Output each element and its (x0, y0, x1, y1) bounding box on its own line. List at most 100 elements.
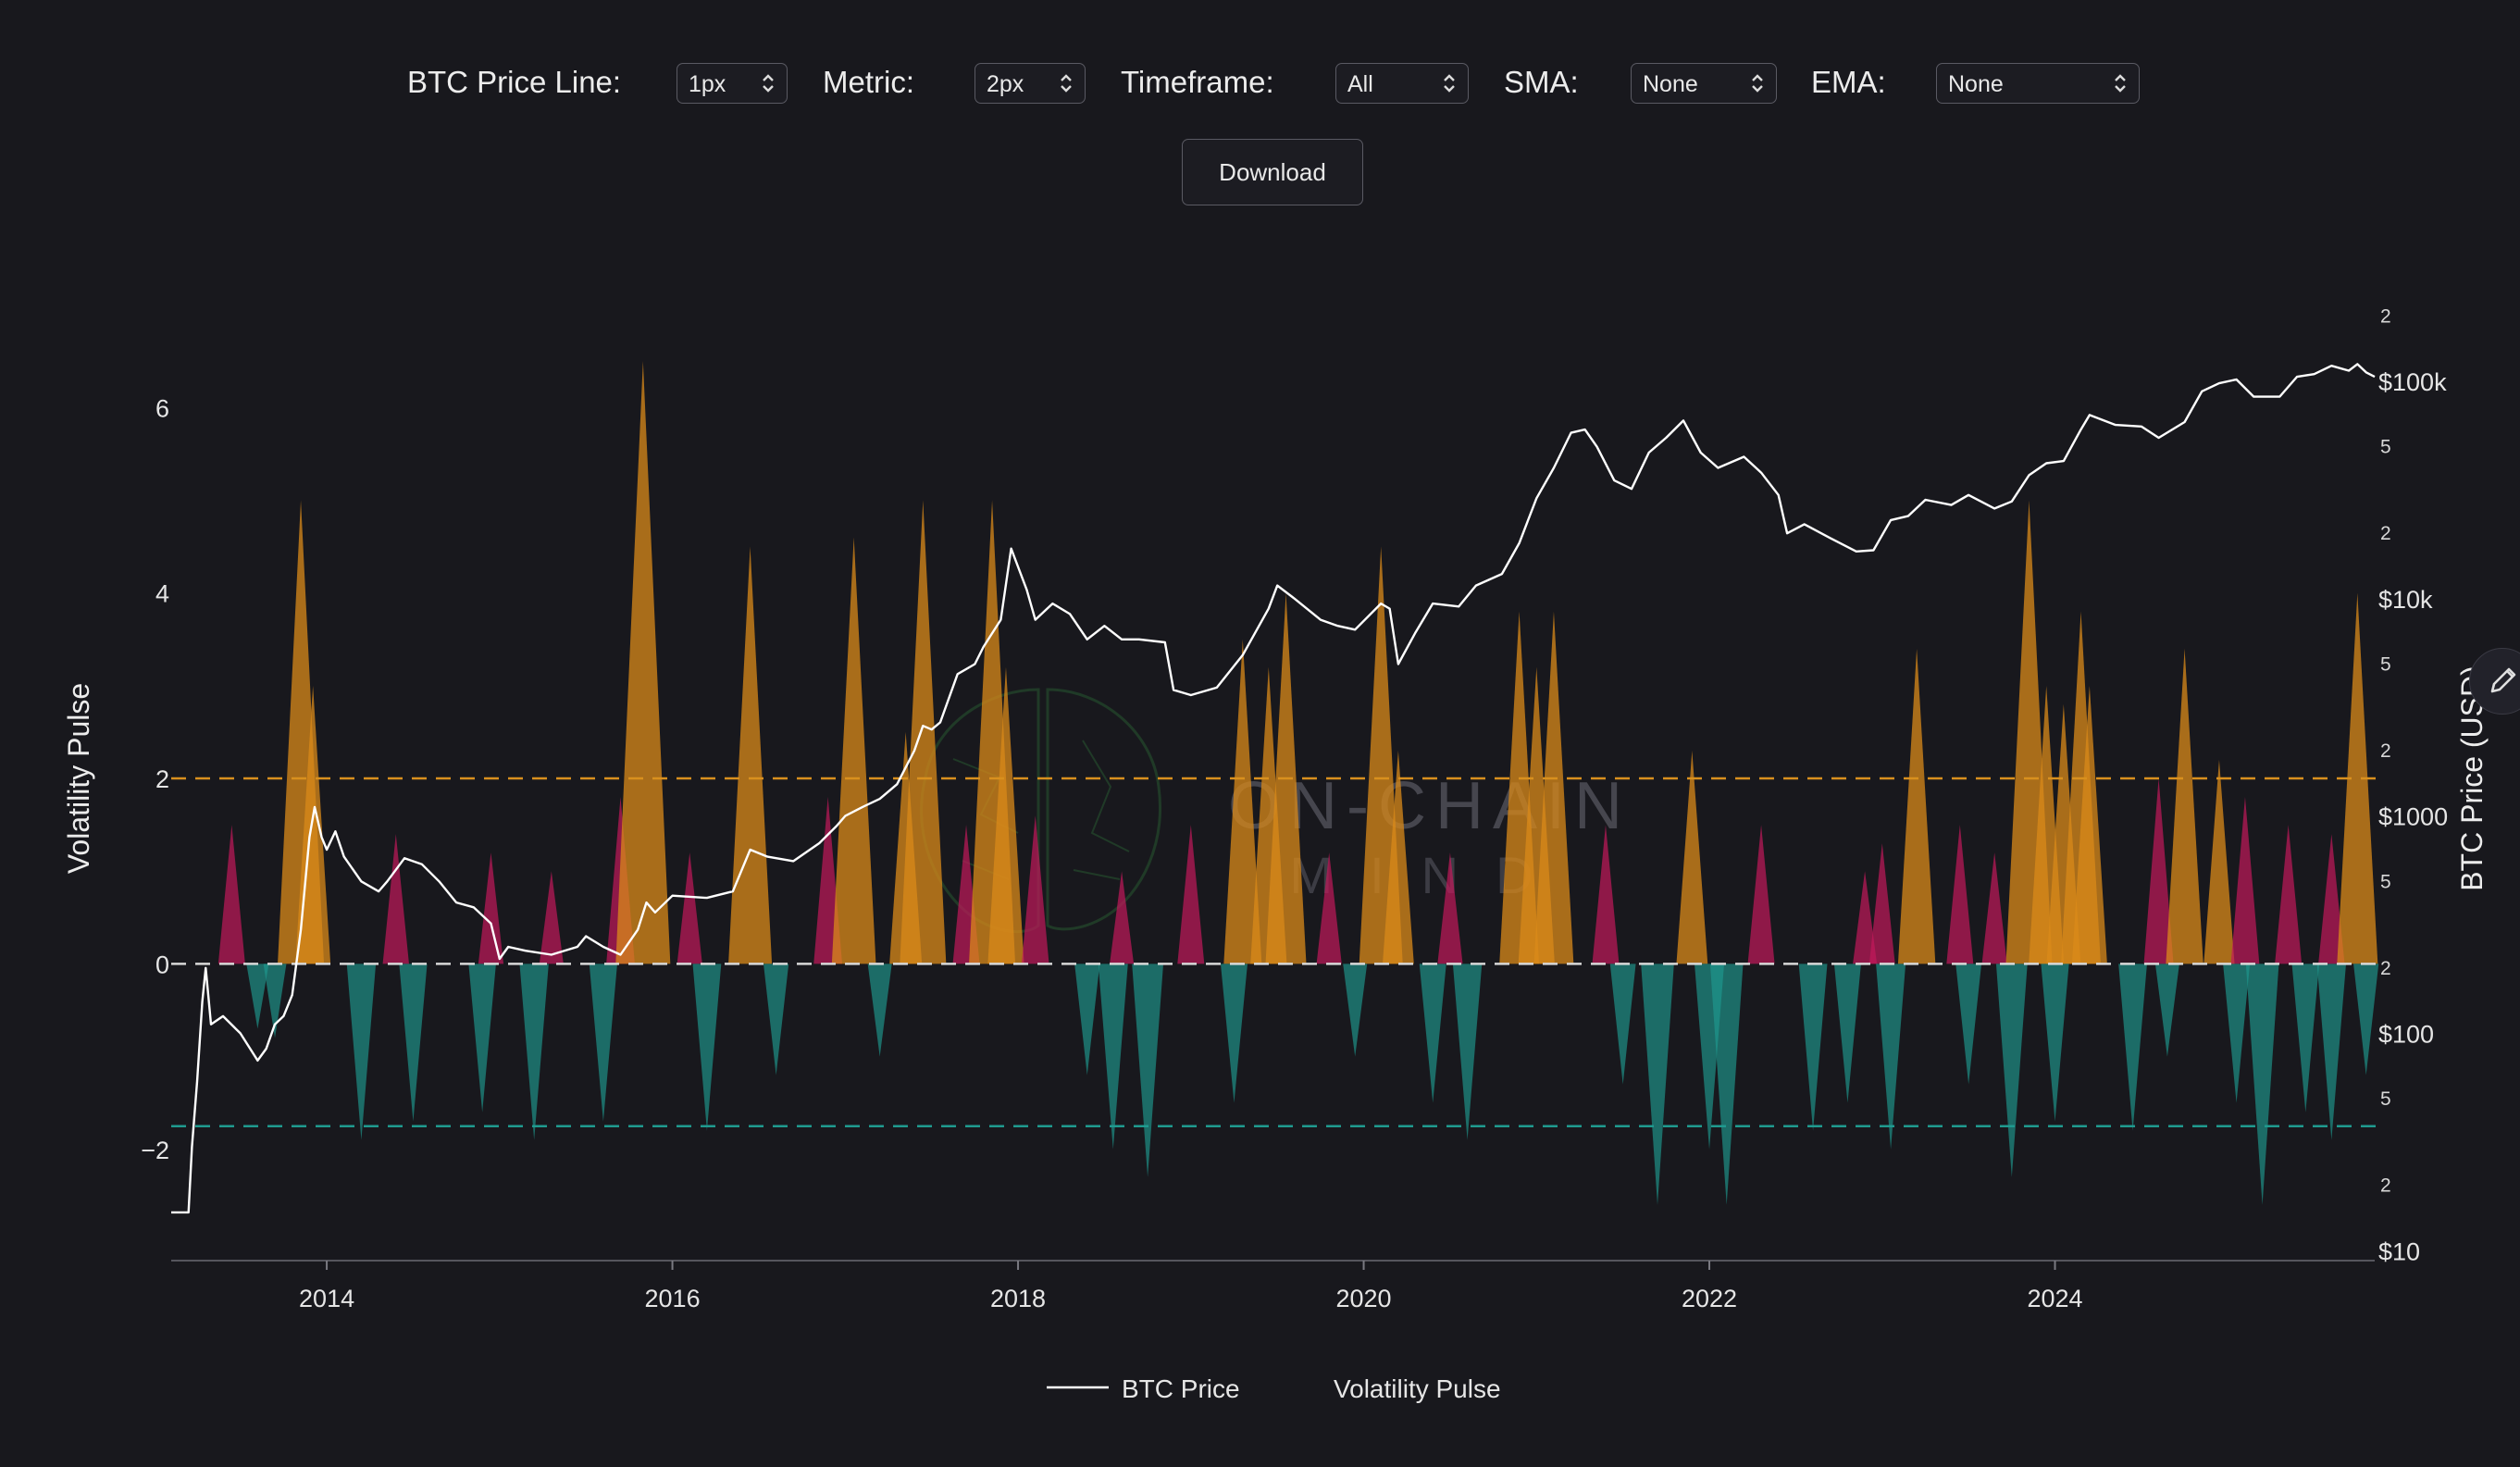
y-right-minor-label: 2 (2380, 305, 2391, 327)
updown-chevron-icon (1444, 74, 1455, 93)
pulse-spike (2318, 834, 2345, 964)
pulse-spike (2166, 648, 2203, 964)
y-right-tick-label: $1000 (2378, 803, 2448, 831)
y-left-tick-label: 4 (155, 580, 169, 608)
y-right-minor-label: 5 (2380, 437, 2391, 458)
pulse-spike (1897, 648, 1936, 964)
pulse-spike (1021, 815, 1049, 964)
ema-label: EMA: (1811, 65, 1886, 99)
pulse-spike (2203, 759, 2235, 964)
pulse-spike (987, 666, 1024, 964)
y-right-minor-label: 5 (2380, 1088, 2391, 1110)
pulse-spike (1316, 852, 1342, 964)
y-left-axis-label: Volatility Pulse (62, 683, 95, 874)
pulse-spike (1382, 750, 1414, 964)
pulse-spike (1110, 871, 1135, 964)
pulse-spike (2275, 825, 2303, 964)
x-tick-label: 2020 (1336, 1285, 1392, 1312)
pulse-spike (867, 963, 892, 1057)
y-left-tick-label: 6 (155, 394, 169, 422)
pulse-spike (2353, 963, 2379, 1075)
updown-chevron-icon (1752, 74, 1763, 93)
pulse-spike (1223, 639, 1262, 964)
pulse-spike (2154, 963, 2179, 1057)
pulse-spike (677, 852, 702, 964)
btc-price-line (171, 363, 2376, 1214)
pulse-spike (1074, 963, 1100, 1075)
pulse-spikes (217, 361, 2379, 1205)
pulse-spike (1709, 963, 1744, 1205)
price-line-label: BTC Price Line: (407, 65, 622, 99)
y-right-tick-label: $10k (2378, 586, 2433, 614)
updown-chevron-icon (2115, 74, 2126, 93)
pulse-spike (1419, 963, 1446, 1103)
x-tick-label: 2022 (1682, 1285, 1737, 1312)
timeframe-label: Timeframe: (1121, 65, 1274, 99)
x-tick-label: 2014 (299, 1285, 354, 1312)
price-line-value: 1px (689, 71, 726, 97)
pulse-spike (728, 546, 773, 964)
pulse-spike (1955, 963, 1982, 1085)
y-right-minor-label: 5 (2380, 654, 2391, 676)
pulse-spike (2291, 963, 2320, 1113)
y-right-minor-label: 2 (2380, 1175, 2391, 1197)
pulse-spike (1798, 963, 1828, 1131)
sma-select[interactable]: None (1631, 63, 1777, 104)
pulse-spike (217, 825, 245, 964)
y-right-tick-label: $100 (2378, 1020, 2434, 1048)
chart-controls: BTC Price Line: 1px Metric: 2px Timefram… (0, 57, 2520, 109)
pencil-icon (2490, 667, 2516, 693)
pulse-spike (1676, 750, 1708, 964)
ema-value: None (1948, 71, 2004, 97)
legend: BTC Price Volatility Pulse (1047, 1374, 1501, 1403)
pulse-spike (2071, 685, 2107, 964)
pulse-spike (399, 963, 428, 1122)
y-right-minor-label: 2 (2380, 523, 2391, 544)
pulse-spike (246, 963, 269, 1029)
sma-value: None (1643, 71, 1698, 97)
y-left-tick-label: −2 (141, 1137, 169, 1164)
ema-select[interactable]: None (1936, 63, 2140, 104)
axes: 2014 2016 2018 2020 2022 2024 6 4 2 0 −2 Volatility… (62, 305, 2489, 1312)
y-right-tick-label: $10 (2378, 1237, 2420, 1265)
timeframe-value: All (1347, 71, 1373, 97)
pulse-spike (2041, 963, 2069, 1122)
pulse-spike (1868, 843, 1895, 964)
pulse-spike (2230, 797, 2260, 964)
y-left-tick-label: 2 (155, 765, 169, 793)
pulse-spike (478, 852, 504, 964)
pulse-spike (1177, 825, 1205, 964)
metric-select[interactable]: 2px (974, 63, 1086, 104)
pulse-spike (692, 963, 722, 1131)
pulse-spike (1946, 825, 1974, 964)
pulse-spike (1592, 825, 1620, 964)
pulse-spike (2316, 963, 2347, 1140)
download-button[interactable]: Download (1182, 139, 1363, 205)
price-line-select[interactable]: 1px (677, 63, 788, 104)
x-tick-label: 2018 (990, 1285, 1046, 1312)
pulse-spike (1876, 963, 1906, 1150)
pulse-spike (2118, 963, 2147, 1131)
pulse-spike (900, 500, 947, 964)
pulse-spike (382, 834, 409, 964)
metric-label: Metric: (823, 65, 914, 99)
x-tick-label: 2016 (645, 1285, 701, 1312)
pulse-spike (1452, 963, 1483, 1140)
legend-volatility-pulse-label: Volatility Pulse (1334, 1374, 1501, 1403)
pulse-spike (519, 963, 549, 1140)
edit-pencil-button[interactable] (2469, 648, 2520, 715)
timeframe-select[interactable]: All (1335, 63, 1469, 104)
pulse-spike (1833, 963, 1861, 1103)
pulse-spike (346, 963, 377, 1140)
x-tick-label: 2024 (2027, 1285, 2082, 1312)
y-left-tick-label: 0 (155, 951, 169, 978)
y-right-tick-label: $100k (2378, 368, 2447, 396)
pulse-spike (2143, 778, 2174, 964)
pulse-spike (615, 361, 671, 964)
updown-chevron-icon (1061, 74, 1072, 93)
pulse-spike (2223, 963, 2251, 1103)
threshold-lines (171, 777, 2384, 1127)
sma-label: SMA: (1504, 65, 1579, 99)
y-right-minor-label: 5 (2380, 871, 2391, 892)
